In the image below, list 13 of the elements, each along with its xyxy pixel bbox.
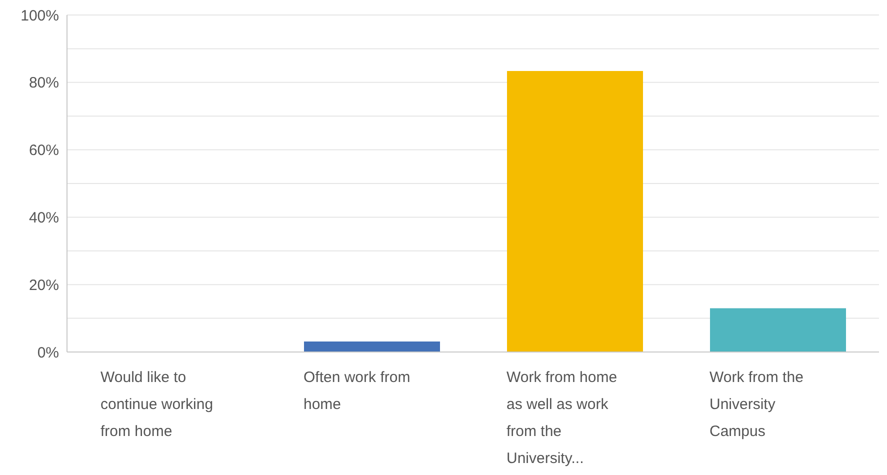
bar — [507, 70, 643, 352]
bar — [710, 308, 846, 352]
y-tick-label: 20% — [28, 276, 59, 294]
y-tick-label: 60% — [28, 142, 59, 160]
x-tick-label: Often work from home — [304, 369, 410, 413]
x-tick-label: Work from the University Campus — [710, 369, 804, 440]
y-tick-label: 100% — [20, 7, 59, 24]
y-tick-label: 80% — [28, 74, 59, 92]
x-tick-label: Would like to continue working from home — [100, 369, 214, 440]
y-tick-label: 40% — [28, 210, 59, 227]
x-tick-label: Work from home as well as work from the University... — [506, 369, 618, 467]
y-tick-label: 0% — [37, 344, 59, 362]
bar — [304, 342, 440, 352]
